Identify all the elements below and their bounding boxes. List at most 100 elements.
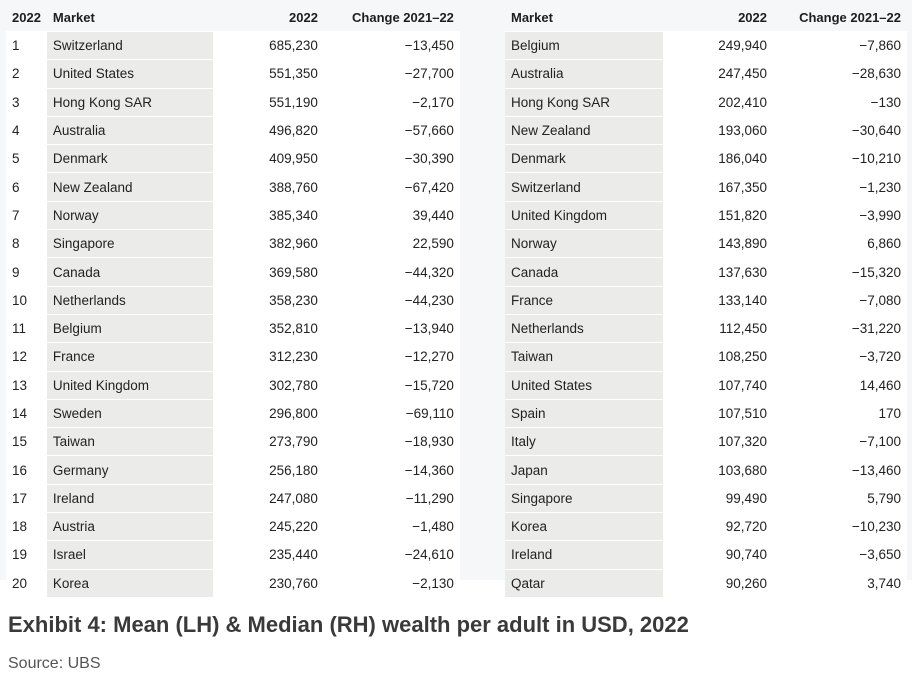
value-cell: 235,440 — [212, 540, 324, 570]
value-cell: 358,230 — [212, 285, 324, 315]
table-row: 20 Korea 230,760 −2,130 — [6, 568, 460, 597]
value-cell: 249,940 — [663, 30, 773, 60]
rank-cell: 9 — [6, 257, 47, 287]
rank-cell: 1 — [6, 30, 47, 60]
change-cell: −44,230 — [323, 285, 460, 315]
rank-cell: 16 — [6, 455, 47, 485]
value-cell: 296,800 — [212, 398, 324, 428]
change-cell: −15,320 — [773, 257, 907, 287]
value-cell: 230,760 — [212, 568, 324, 597]
market-cell: Belgium — [505, 30, 663, 60]
table-row: Australia 247,450 −28,630 — [505, 59, 907, 89]
exhibit-caption: Exhibit 4: Mean (LH) & Median (RH) wealt… — [8, 612, 689, 637]
value-cell: 352,810 — [212, 313, 324, 343]
table-row: 3 Hong Kong SAR 551,190 −2,170 — [6, 87, 460, 117]
change-cell: −14,360 — [323, 455, 460, 485]
change-cell: 22,590 — [323, 229, 460, 258]
market-cell: Singapore — [505, 483, 663, 513]
market-cell: Ireland — [46, 483, 213, 513]
market-cell: Israel — [46, 540, 213, 570]
table-row: 14 Sweden 296,800 −69,110 — [6, 398, 460, 428]
market-cell: France — [46, 342, 213, 372]
rank-cell: 12 — [6, 342, 47, 372]
market-cell: Qatar — [505, 568, 663, 597]
market-cell: Japan — [505, 455, 663, 485]
change-cell: −1,230 — [773, 172, 907, 202]
table-row: 9 Canada 369,580 −44,320 — [6, 257, 460, 287]
change-cell: −27,700 — [323, 59, 460, 89]
value-cell: 193,060 — [663, 115, 773, 145]
source-note: Source: UBS — [8, 655, 101, 672]
table-row: Ireland 90,740 −3,650 — [505, 540, 907, 570]
market-cell: Belgium — [46, 313, 213, 343]
market-cell: Singapore — [46, 229, 213, 258]
market-cell: Canada — [505, 257, 663, 287]
table-row: 13 United Kingdom 302,780 −15,720 — [6, 370, 460, 400]
value-cell: 92,720 — [663, 512, 773, 541]
change-cell: −13,450 — [323, 30, 460, 60]
rank-cell: 17 — [6, 483, 47, 513]
market-cell: Hong Kong SAR — [505, 87, 663, 117]
table-row: 5 Denmark 409,950 −30,390 — [6, 144, 460, 173]
market-cell: Sweden — [46, 398, 213, 428]
change-cell: −7,100 — [773, 427, 907, 456]
market-cell: United States — [46, 59, 213, 89]
mean-wealth-table: 2022 Market 2022 Change 2021–22 1 Switzer… — [6, 4, 460, 597]
change-cell: −10,210 — [773, 144, 907, 173]
table-row: United Kingdom 151,820 −3,990 — [505, 200, 907, 230]
market-cell: Norway — [505, 229, 663, 258]
change-cell: −2,170 — [323, 87, 460, 117]
market-cell: Italy — [505, 427, 663, 456]
rank-cell: 14 — [6, 398, 47, 428]
market-cell: Denmark — [46, 144, 213, 173]
table-row: 11 Belgium 352,810 −13,940 — [6, 313, 460, 343]
rank-cell: 15 — [6, 427, 47, 456]
market-cell: Taiwan — [46, 427, 213, 456]
table-row: 7 Norway 385,340 39,440 — [6, 200, 460, 230]
tables-panel: 2022 Market 2022 Change 2021–22 1 Switzer… — [6, 10, 907, 597]
table-row: Italy 107,320 −7,100 — [505, 427, 907, 456]
value-cell: 186,040 — [663, 144, 773, 173]
value-cell: 108,250 — [663, 342, 773, 372]
rank-cell: 4 — [6, 115, 47, 145]
change-cell: −130 — [773, 87, 907, 117]
change-cell: −30,640 — [773, 115, 907, 145]
market-cell: Austria — [46, 512, 213, 541]
value-cell: 382,960 — [212, 229, 324, 258]
value-cell: 388,760 — [212, 172, 324, 202]
table-row: 18 Austria 245,220 −1,480 — [6, 512, 460, 541]
table-row: New Zealand 193,060 −30,640 — [505, 115, 907, 145]
market-cell: France — [505, 285, 663, 315]
change-cell: −3,650 — [773, 540, 907, 570]
value-cell: 103,680 — [663, 455, 773, 485]
change-cell: 14,460 — [773, 370, 907, 400]
value-cell: 247,080 — [212, 483, 324, 513]
table-row: 12 France 312,230 −12,270 — [6, 342, 460, 372]
table-row: Norway 143,890 6,860 — [505, 229, 907, 258]
change-cell: −11,290 — [323, 483, 460, 513]
value-cell: 151,820 — [663, 200, 773, 230]
market-cell: Korea — [46, 568, 213, 597]
market-cell: Canada — [46, 257, 213, 287]
rank-cell: 8 — [6, 229, 47, 258]
value-cell: 496,820 — [212, 115, 324, 145]
table-row: 19 Israel 235,440 −24,610 — [6, 540, 460, 570]
value-header: 2022 — [289, 10, 318, 25]
change-cell: −2,130 — [323, 568, 460, 597]
table-header-row: 2022 Market 2022 Change 2021–22 — [6, 4, 460, 32]
rank-header: 2022 — [12, 10, 41, 25]
value-cell: 143,890 — [663, 229, 773, 258]
change-cell: −3,720 — [773, 342, 907, 372]
change-cell: −69,110 — [323, 398, 460, 428]
rank-cell: 10 — [6, 285, 47, 315]
change-cell: −31,220 — [773, 313, 907, 343]
change-cell: −28,630 — [773, 59, 907, 89]
value-cell: 107,320 — [663, 427, 773, 456]
value-cell: 256,180 — [212, 455, 324, 485]
table-row: Hong Kong SAR 202,410 −130 — [505, 87, 907, 117]
change-cell: −24,610 — [323, 540, 460, 570]
table-row: Korea 92,720 −10,230 — [505, 512, 907, 541]
market-cell: Switzerland — [46, 30, 213, 60]
rank-cell: 18 — [6, 512, 47, 541]
rank-cell: 3 — [6, 87, 47, 117]
